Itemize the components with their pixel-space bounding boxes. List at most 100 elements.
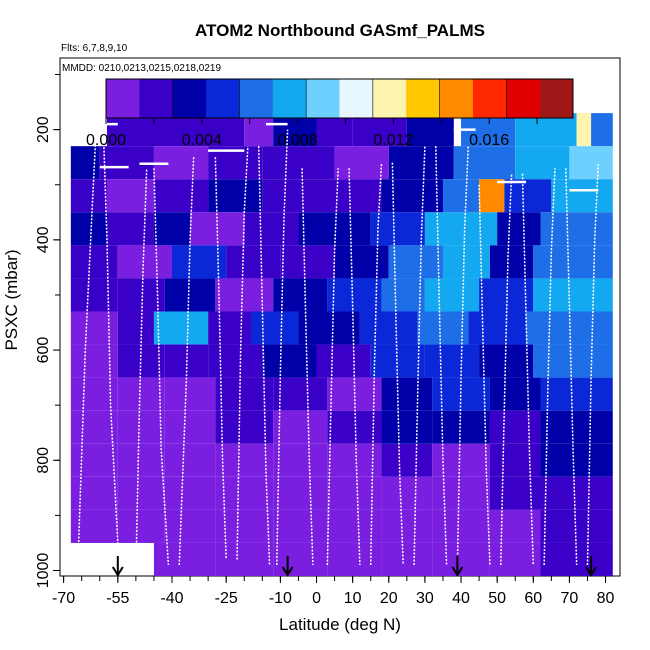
heatmap-cell [117,344,165,378]
heatmap-cell [381,443,433,477]
heatmap-cell [551,179,613,213]
x-tick-label: 50 [488,590,506,607]
profile-line [348,168,361,566]
marker-arrow-icon [281,566,294,577]
profile-line [178,157,195,566]
heatmap-cell [70,410,118,444]
heatmap-cell [117,311,154,345]
heatmap-cell [153,311,209,345]
colorbar-cell [139,79,174,118]
heatmap-cell [215,377,274,411]
x-tick-label: 20 [380,590,398,607]
heatmap-cell [406,113,454,147]
heatmap-cell [424,344,480,378]
y-tick-label: 200 [35,116,52,143]
x-tick-label: 30 [416,590,434,607]
heatmap-cell [298,311,360,345]
colorbar-cell [172,79,207,118]
heatmap-cell [533,278,613,312]
heatmap-cell [327,278,382,312]
x-tick-label: -70 [52,590,75,607]
profile-markers [111,556,597,577]
heatmap-cell [208,311,252,345]
heatmap-cell [370,344,425,378]
heatmap-cell [316,113,353,147]
colorbar-cell [306,79,340,118]
colorbar-tick-label: 0.016 [469,132,509,149]
colorbar-cell [106,79,140,118]
x-axis-label: Latitude (deg N) [279,615,401,634]
heatmap-cell [117,377,165,411]
heatmap-cell [388,245,443,279]
heatmap-cell [215,476,274,510]
dates-subtitle: MMDD: 0210,0213,0215,0218,0219 [62,63,221,74]
colorbar-ticks: 0.000 0.004 0.008 0.012 0.016 [86,118,538,149]
x-tick-label: 70 [561,590,579,607]
heatmap-cell [153,542,216,576]
heatmap-cell [70,509,118,543]
profile-line [153,168,170,566]
heatmap-cell [533,344,613,378]
profile-line [500,173,513,565]
heatmap-cell [244,113,274,147]
heatmap-cell [215,410,274,444]
heatmap-cell [273,410,328,444]
heatmap-cell [70,245,118,279]
heatmap-cell [381,476,433,510]
colorbar-tick-label: 0.004 [182,132,222,149]
marker-arrow-icon [585,566,597,577]
chart-title: ATOM2 Northbound GASmf_PALMS [195,21,485,40]
heatmap-cell [164,410,216,444]
profile-line [257,146,271,566]
colorbar-cells [105,78,574,119]
heatmap-cell [432,443,490,477]
heatmap-cell [489,245,534,279]
colorbar-cell [239,79,274,118]
heatmap-cell [273,113,317,147]
heatmap-cell [540,377,613,411]
heatmap-cell [273,443,328,477]
heatmap-cell [298,212,371,246]
y-axis-label: PSXC (mbar) [2,249,21,350]
heatmap-cell [381,377,433,411]
colorbar-cell [439,79,474,118]
heatmap-cell [432,476,490,510]
heatmap-cell [70,179,107,213]
heatmap-cell [327,476,382,510]
y-tick-label: 800 [35,447,52,474]
y-tick-label: 400 [35,226,52,253]
profile-line [276,129,289,565]
colorbar-cell [372,79,407,118]
x-axis: -70 -55 -40 -25 -10 0 10 20 30 40 50 60 70 80 [52,576,615,607]
x-tick-label: -55 [106,590,129,607]
heatmap-cell [164,476,216,510]
heatmap-cell [540,212,613,246]
heatmap-cell [381,542,433,576]
heatmap-cell [164,509,216,543]
heatmap-cell [515,146,570,180]
heatmap-cell [540,410,613,444]
heatmap-cell [327,542,382,576]
x-tick-label: -40 [160,590,183,607]
flights-subtitle: Flts: 6,7,8,9,10 [61,43,128,54]
heatmap-cell [164,377,216,411]
heatmap-cell [533,245,613,279]
colorbar-frame [105,78,574,119]
heatmap-cell [262,179,317,213]
heatmap-cell [453,146,516,180]
heatmap-cell [226,245,281,279]
profile-line [413,146,426,565]
heatmap-cell [432,410,490,444]
heatmap-cell [244,212,299,246]
x-tick-label: 40 [452,590,470,607]
profile-line [478,184,491,566]
heatmap-cell [70,311,118,345]
heatmap-cell [576,113,592,147]
heatmap-cell [352,113,407,147]
heatmap-cell [70,146,100,180]
heatmap-cell [504,179,552,213]
heatmap-cell [215,443,274,477]
heatmap-cell [262,146,335,180]
heatmap-cell [489,410,541,444]
